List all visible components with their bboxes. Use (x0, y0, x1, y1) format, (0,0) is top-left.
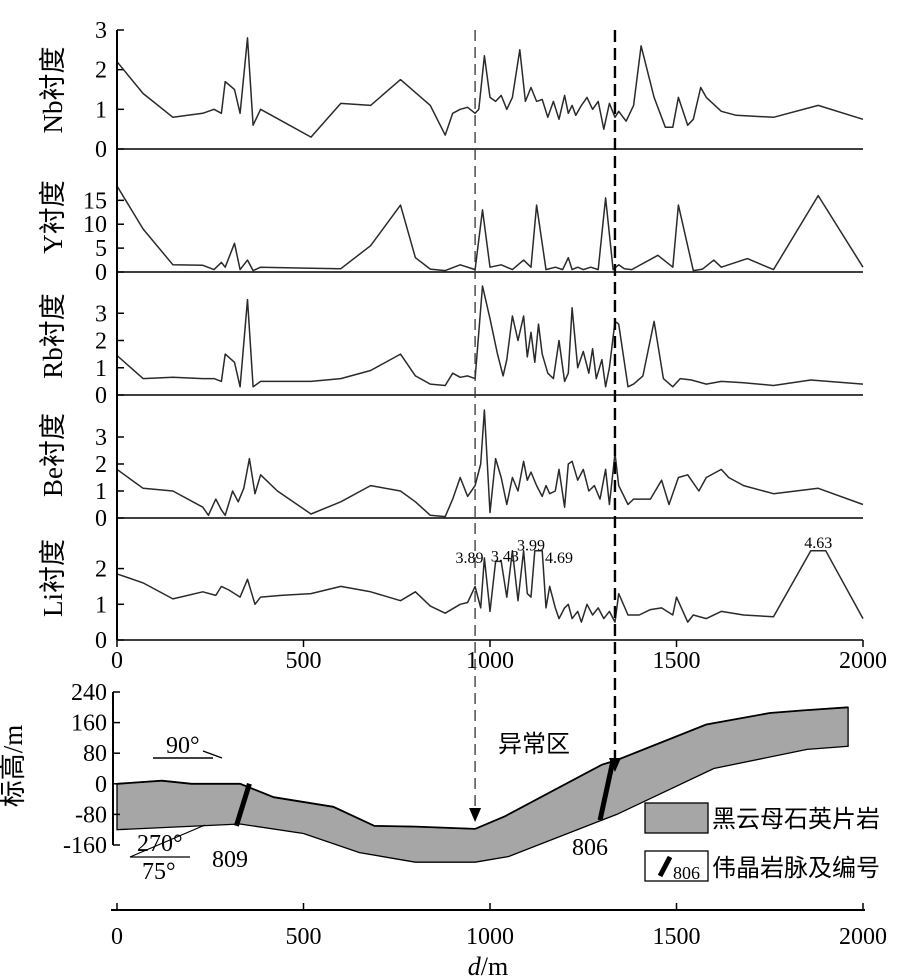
bottom-x-tick-label: 500 (286, 924, 322, 950)
orientation-top-label: 90° (166, 733, 200, 759)
y-tick-label: 3 (95, 18, 107, 44)
dike-806-label: 806 (572, 835, 608, 861)
series-line-y (116, 185, 864, 272)
pegmatite-dike (233, 783, 252, 827)
y-tick-label: 2 (95, 329, 107, 355)
data-label: 4.69 (545, 550, 573, 567)
y-tick-label: 0 (95, 137, 107, 163)
bottom-x-tick-label: 1500 (653, 924, 701, 950)
y-tick-label: 1 (95, 356, 107, 382)
panel-li: 0 1 2 3.89 3.433.994.69 4.63 (95, 535, 864, 654)
series-line-nb (116, 37, 864, 138)
anomaly-guide-arrow (608, 758, 621, 772)
legend-label-dike: 伟晶岩脉及编号 (712, 855, 880, 882)
panel-ylabel-y: Y衬度 (38, 180, 68, 254)
series-line-be (116, 409, 864, 518)
y-tick-label: 1 (95, 97, 107, 123)
x-tick-label: 1000 (466, 648, 514, 674)
series-line-rb (116, 285, 864, 388)
panel-ylabel-nb: Nb衬度 (38, 47, 68, 134)
legend-dike-symbol (657, 855, 673, 878)
y-tick-label: 3 (95, 301, 107, 327)
data-label: 3.89 (455, 550, 483, 567)
y-tick-label: 2 (95, 452, 107, 478)
section-y-tick-label: 160 (71, 711, 107, 737)
y-tick-label: 1 (95, 592, 107, 618)
x-tick-label: 1500 (653, 648, 701, 674)
terrain-surface (116, 706, 849, 830)
anomaly-guide-arrow (469, 808, 482, 822)
legend-swatch-schist (644, 802, 709, 834)
section-y-tick-label: -160 (63, 833, 107, 859)
legend-label-schist: 黑云母石英片岩 (712, 806, 880, 833)
y-tick-label: 2 (95, 557, 107, 583)
section-y-tick-label: 240 (71, 680, 107, 706)
y-tick-label: 0 (95, 506, 107, 532)
orientation-angle-label: 75° (142, 859, 176, 885)
section-y-tick-label: -80 (75, 802, 107, 828)
panel-ylabel-rb: Rb衬度 (38, 293, 68, 379)
y-tick-label: 0 (95, 628, 107, 654)
x-axis-title-unit: /m (481, 952, 508, 980)
panel-y-labels: Nb衬度 Y衬度 Rb衬度 Be衬度 Li衬度 (38, 47, 68, 618)
series-line-li (116, 549, 864, 623)
dike-809-label: 809 (212, 847, 248, 873)
data-label: 3.99 (517, 538, 545, 555)
schist-body (116, 706, 849, 863)
y-tick-label: 5 (95, 236, 107, 262)
dip-line (129, 824, 206, 858)
legend-dike-number: 806 (673, 863, 700, 883)
geologic-section: 标高/m 异常区 90° 270° 75° 809 806 240160800-… (0, 680, 849, 885)
bottom-x-tick-label: 0 (111, 924, 123, 950)
y-tick-label: 15 (83, 188, 107, 214)
y-tick-label: 10 (83, 212, 107, 238)
bottom-x-tick-label: 2000 (839, 924, 887, 950)
legend-swatch-dike (644, 850, 709, 882)
y-tick-label: 0 (95, 260, 107, 286)
x-tick-label: 500 (286, 648, 322, 674)
section-ylabel: 标高/m (0, 725, 28, 808)
bottom-x-tick-label: 1000 (466, 924, 514, 950)
y-tick-label: 3 (95, 425, 107, 451)
y-tick-label: 0 (95, 383, 107, 409)
panel-ylabel-be: Be衬度 (38, 413, 68, 497)
data-label: 4.63 (804, 535, 832, 552)
data-label: 3.43 (491, 548, 519, 565)
section-y-tick-label: 80 (83, 741, 107, 767)
pegmatite-dike (597, 759, 616, 821)
x-tick-label: 0 (111, 648, 123, 674)
anomaly-zone-label: 异常区 (498, 731, 570, 758)
x-axis-title-var: d (468, 952, 482, 980)
x-tick-label: 2000 (839, 648, 887, 674)
orientation-arrow (202, 750, 223, 759)
y-tick-label: 2 (95, 58, 107, 84)
section-y-tick-label: 0 (95, 772, 107, 798)
y-tick-label: 1 (95, 479, 107, 505)
legend: 黑云母石英片岩 806 伟晶岩脉及编号 (644, 802, 880, 883)
section-x-axis: d/m 0 500 1000 1500 2000 (111, 903, 887, 980)
panel-ylabel-li: Li衬度 (38, 539, 68, 617)
x-axis-title: d/m (468, 952, 508, 980)
panel-nb: 0 1 2 3 (95, 18, 864, 163)
